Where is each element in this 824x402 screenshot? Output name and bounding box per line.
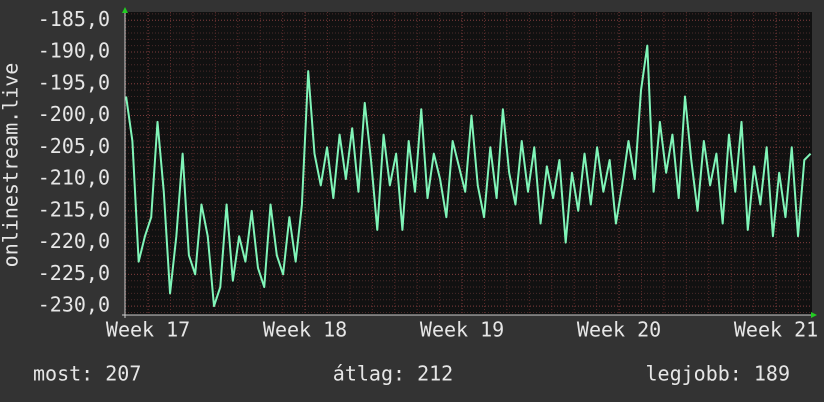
y-tick-label: -185,0 [38,7,110,31]
grid [125,12,812,315]
data-line [125,44,812,308]
y-tick-label: -215,0 [38,197,110,221]
y-arrow [122,7,128,13]
x-arrow [811,312,817,318]
y-tick-label: -195,0 [38,70,110,94]
y-tick-label: -210,0 [38,166,110,190]
x-tick-label: Week 17 [106,318,190,342]
x-tick-label: Week 18 [263,318,347,342]
y-tick-label: -205,0 [38,134,110,158]
y-axis-label: onlinestream.live [0,63,23,268]
stat-current: most: 207 [33,362,141,386]
y-tick-label: -200,0 [38,102,110,126]
y-tick-label: -230,0 [38,293,110,317]
x-tick-label: Week 19 [420,318,504,342]
y-tick-label: -190,0 [38,39,110,63]
y-tick-label: -220,0 [38,229,110,253]
x-tick-label: Week 21 [734,318,818,342]
marks [125,44,812,308]
y-tick-label: -225,0 [38,261,110,285]
x-tick-label: Week 20 [577,318,661,342]
stat-average: átlag: 212 [333,362,453,386]
stat-best: legjobb: 189 [646,362,791,386]
